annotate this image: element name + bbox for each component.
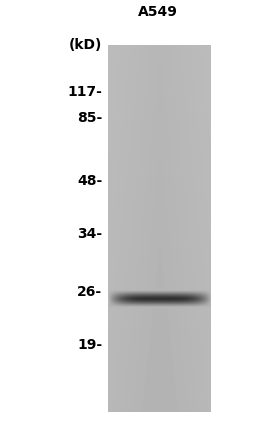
Text: (kD): (kD) (69, 38, 102, 52)
Text: 34-: 34- (77, 227, 102, 241)
Text: A549: A549 (137, 5, 177, 19)
Text: 19-: 19- (77, 338, 102, 352)
Text: 48-: 48- (77, 174, 102, 188)
Text: 85-: 85- (77, 111, 102, 125)
Text: 26-: 26- (77, 285, 102, 299)
Text: 117-: 117- (68, 85, 102, 99)
